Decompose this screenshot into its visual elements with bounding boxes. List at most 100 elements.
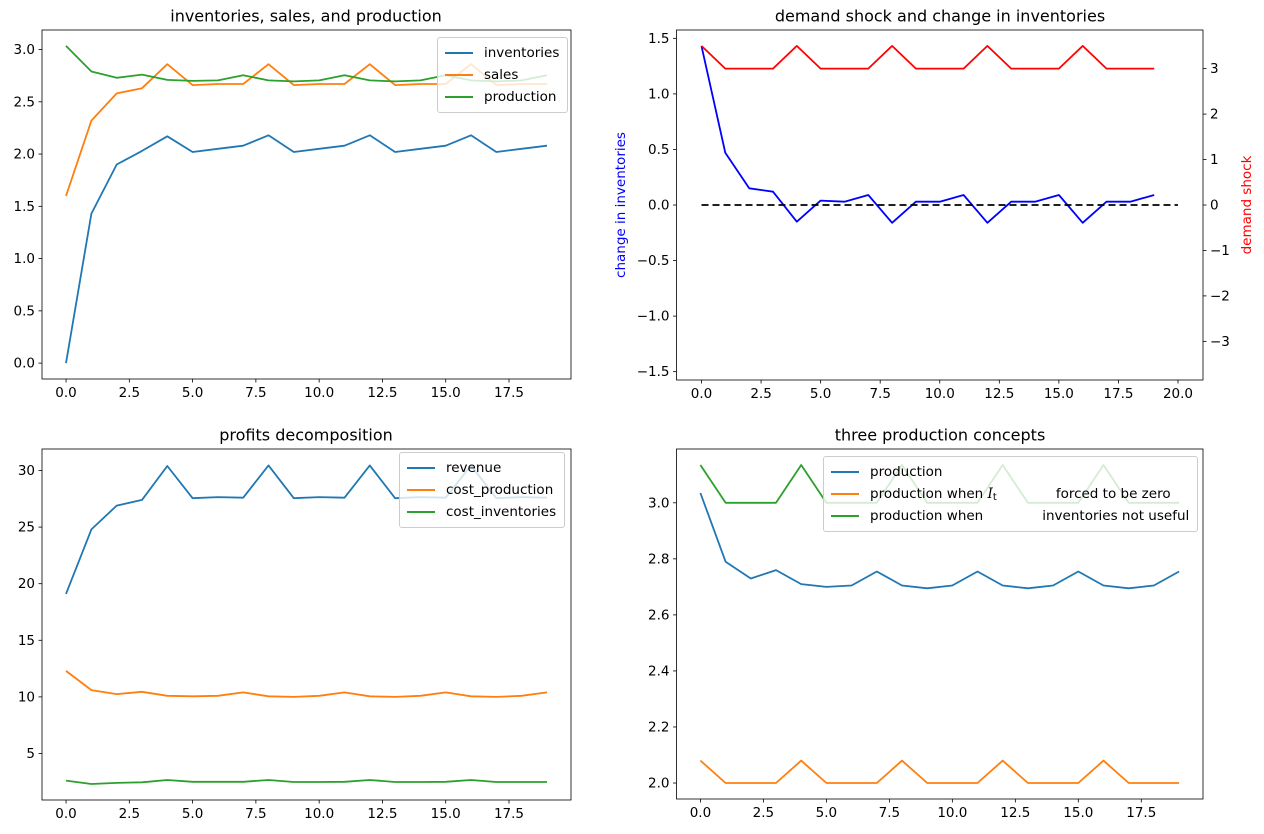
x-tick-label: 0.0: [55, 806, 76, 822]
legend-label-text: production when: [870, 486, 988, 502]
x-tick-label: 0.0: [55, 385, 76, 401]
series-line-3-1: [699, 759, 1180, 784]
x-tick-label: 17.5: [1103, 386, 1133, 402]
legend-chart4: production production when It forced to b…: [823, 456, 1199, 532]
legend-line-swatch: [445, 74, 473, 76]
x-tick-label: 5.0: [182, 806, 203, 822]
right-y-tick-label: 1: [1210, 152, 1219, 168]
x-tick-label: 10.0: [304, 385, 334, 401]
x-tick-label: 2.5: [119, 806, 140, 822]
right-y-tick-label: 2: [1210, 107, 1219, 123]
y-tick-label: 1.5: [14, 199, 35, 215]
x-tick-label: 10.0: [937, 805, 967, 821]
y-tick-label: 2.0: [648, 776, 669, 792]
legend-item-label: production when It forced to be zero: [870, 486, 1171, 503]
x-tick-label: 2.5: [750, 386, 771, 402]
y-tick-label: 3.0: [648, 495, 669, 511]
right-y-tick-label: −3: [1210, 334, 1230, 350]
legend-label-text: production when: [870, 508, 984, 524]
title-demand-shock-change-inventories: demand shock and change in inventories: [774, 6, 1106, 26]
legend-line-swatch: [831, 515, 859, 517]
x-tick-label: 7.5: [245, 385, 266, 401]
title-three-production-concepts: three production concepts: [834, 425, 1046, 445]
y-tick-label: 10: [18, 689, 35, 705]
y-tick-label: 2.8: [648, 551, 669, 567]
y-tick-label: 0.0: [14, 356, 35, 372]
legend-line-swatch: [831, 471, 859, 473]
x-tick-label: 15.0: [1063, 805, 1093, 821]
y-tick-label: 3.0: [14, 42, 35, 58]
right-y-tick-label: −1: [1210, 243, 1230, 259]
title-inventories-sales-production: inventories, sales, and production: [170, 6, 442, 26]
x-tick-label: 5.0: [182, 385, 203, 401]
math-subscript-t: t: [992, 492, 997, 503]
series-line-2-1: [65, 670, 548, 698]
axes-spines: [41, 448, 572, 801]
x-tick-label: 7.5: [869, 386, 890, 402]
legend-line-swatch: [445, 96, 473, 98]
y-tick-label: 5: [26, 746, 35, 762]
y-tick-label: 2.2: [648, 719, 669, 735]
legend-item-label: production when inventories not useful: [870, 508, 1189, 524]
right-y-tick-label: 3: [1210, 61, 1219, 77]
y-tick-label: 2.0: [14, 147, 35, 163]
x-tick-label: 12.5: [984, 386, 1014, 402]
legend-line-swatch: [445, 52, 473, 54]
right-y-tick-label: −2: [1210, 288, 1230, 304]
x-tick-label: 17.5: [1126, 805, 1156, 821]
x-tick-label: 7.5: [879, 805, 900, 821]
legend-item: inventories: [445, 42, 559, 64]
x-tick-label: 2.5: [753, 805, 774, 821]
x-tick-label: 10.0: [925, 386, 955, 402]
x-tick-label: 17.5: [494, 806, 524, 822]
y-tick-label: 2.4: [648, 663, 669, 679]
y-tick-label: 2.6: [648, 607, 669, 623]
x-tick-label: 5.0: [810, 386, 831, 402]
series-line-0-0: [65, 134, 548, 364]
series-line-2-2: [65, 779, 547, 785]
y-tick-label: −0.5: [637, 253, 670, 269]
x-tick-label: 12.5: [367, 385, 397, 401]
x-tick-label: 0.0: [691, 386, 712, 402]
legend-item: production: [445, 86, 559, 108]
y-tick-label: 30: [18, 463, 35, 479]
legend-line-swatch: [831, 493, 859, 495]
legend-item: cost_production: [407, 479, 556, 501]
legend-item: production when inventories not useful: [831, 505, 1189, 527]
y-tick-label: 15: [18, 633, 35, 649]
y-tick-label: 1.0: [648, 86, 669, 102]
series-line-1-1: [700, 45, 1155, 70]
y-tick-label: 0.5: [648, 142, 669, 158]
legend-line-swatch: [407, 467, 435, 469]
x-tick-label: 20.0: [1163, 386, 1193, 402]
legend-item: production when It forced to be zero: [831, 483, 1189, 505]
axes-spines: [41, 29, 572, 380]
ylabel-change-in-inventories: change in inventories: [613, 132, 629, 278]
y-tick-label: 25: [18, 520, 35, 536]
x-tick-label: 0.0: [690, 805, 711, 821]
chart-plot-3: 0.0 2.5 5.0 7.5 10.0 12.5 15.0 17.5 2.0 2.2 2.4 2.6…: [648, 448, 1204, 821]
legend-chart3: revenue cost_production cost_inventories: [399, 452, 566, 528]
legend-label-text: forced to be zero: [1055, 486, 1171, 502]
legend-item-label: revenue: [446, 460, 502, 476]
chart-plot-0: 0.0 2.5 5.0 7.5 10.0 12.5 15.0 17.5 0.0 0.5 1.0 1.5…: [14, 29, 572, 401]
right-y-tick-label: 0: [1210, 198, 1219, 214]
legend-item: cost_inventories: [407, 501, 556, 523]
y-tick-label: 0.0: [648, 198, 669, 214]
x-tick-label: 7.5: [245, 806, 266, 822]
series-line-1-0: [700, 45, 1155, 224]
axes-spines: [676, 448, 1204, 800]
y-tick-label: 0.5: [14, 303, 35, 319]
y-tick-label: 2.5: [14, 94, 35, 110]
legend-line-swatch: [407, 489, 435, 491]
x-tick-label: 12.5: [1000, 805, 1030, 821]
legend-line-swatch: [407, 511, 435, 513]
x-tick-label: 5.0: [816, 805, 837, 821]
x-tick-label: 12.5: [367, 806, 397, 822]
legend-item: sales: [445, 64, 559, 86]
legend-item-label: inventories: [484, 45, 560, 61]
legend-chart1: inventories sales production: [437, 37, 569, 113]
x-tick-label: 15.0: [1044, 386, 1074, 402]
